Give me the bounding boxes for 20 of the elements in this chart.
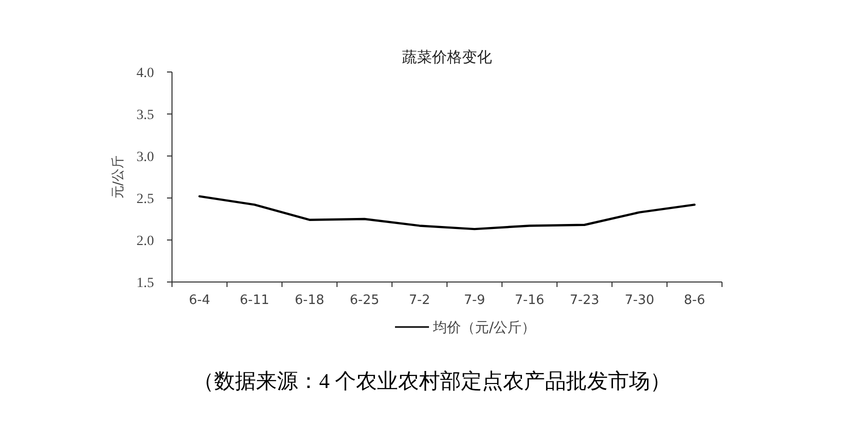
x-tick-label: 6-25 <box>350 293 380 308</box>
y-tick-label: 3.0 <box>136 150 154 165</box>
title: 蔬菜价格变化 <box>402 48 492 66</box>
x-tick-label: 6-18 <box>294 293 324 308</box>
ylabel: 元/公斤 <box>111 155 126 199</box>
y-tick-label: 3.5 <box>136 108 154 123</box>
y-tick-label: 4.0 <box>136 66 154 81</box>
x-tick-label: 6-4 <box>188 293 210 308</box>
x-tick-label: 7-16 <box>514 293 544 308</box>
legend: 均价（元/公斤） <box>433 320 536 336</box>
y-tick-label: 2.5 <box>136 192 154 207</box>
y-tick-label: 1.5 <box>136 276 154 291</box>
x-tick-label: 7-30 <box>624 293 654 308</box>
annotation: （数据来源：4 个农业农村部定点农产品批发市场） <box>193 369 671 393</box>
x-tick-label: 7-23 <box>570 293 600 308</box>
y-tick-label: 2.0 <box>136 234 154 249</box>
x-tick-label: 7-9 <box>464 293 486 308</box>
x-tick-label: 8-6 <box>684 293 706 308</box>
x-tick-label: 7-2 <box>408 293 430 308</box>
x-tick-label: 6-11 <box>240 293 270 308</box>
